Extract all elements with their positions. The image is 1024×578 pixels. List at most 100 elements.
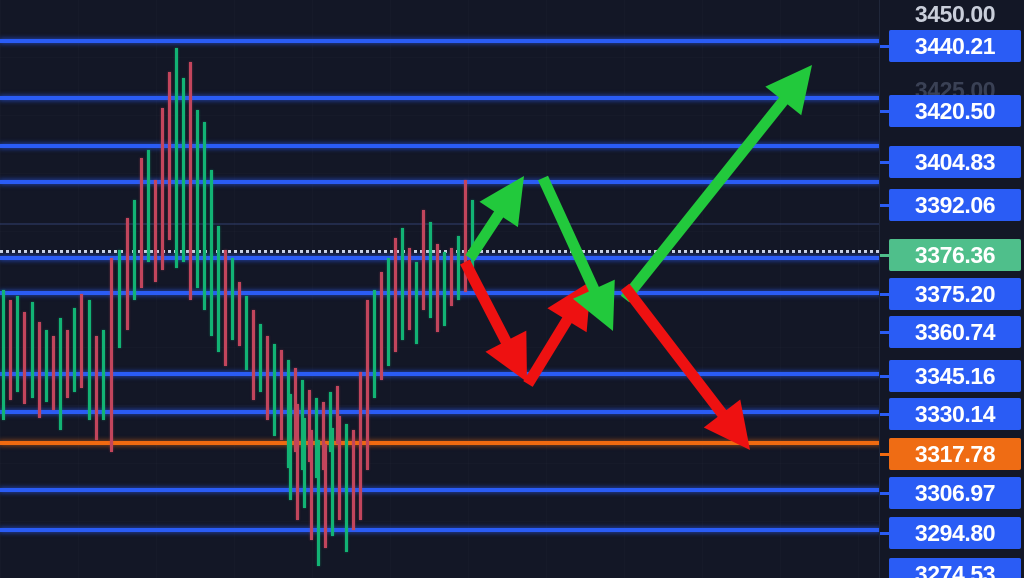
candlestick-bar [338,416,341,520]
candlestick-bar [310,430,313,540]
candlestick-bar [38,322,41,418]
candlestick-bar [196,110,199,288]
candlestick-bar [133,200,136,300]
price-tick-mark [880,254,889,257]
arrow-shaft [465,206,507,262]
candlestick-bar [415,262,418,344]
price-tag[interactable]: 3306.97 [889,477,1021,509]
price-tag[interactable]: 3440.21 [889,30,1021,62]
candlestick-bar [231,258,234,340]
bullish-arrow-3[interactable] [620,65,812,303]
candlestick-bar [102,330,105,420]
candlestick-bar [387,258,390,366]
candlestick-bar [287,360,290,468]
chart-plot-area[interactable] [0,0,880,578]
candlestick-bar [189,62,192,300]
candlestick-bar [401,228,404,340]
candlestick-bar [175,48,178,268]
candlestick-bar [450,248,453,306]
bearish-arrow-1[interactable] [460,259,527,382]
candlestick-bar [9,300,12,400]
price-tick-mark [880,413,889,416]
candlestick-bar [345,424,348,552]
candlestick-bar [259,324,262,392]
candlestick-bar [73,308,76,392]
candlestick-bar [59,318,62,430]
candlestick-bar [308,390,311,462]
candlestick-bar [16,296,19,392]
candlestick-bar [322,402,325,470]
arrow-head [703,399,750,450]
price-tag[interactable]: 3376.36 [889,239,1021,271]
candlestick-bar [118,250,121,348]
arrow-head [572,279,615,331]
arrow-shaft [620,92,792,303]
price-tick-mark [880,532,889,535]
candlestick-bar [280,350,283,440]
candlestick-bar [80,294,83,388]
price-tag[interactable]: 3274.53 [889,558,1021,578]
candlestick-bar [23,312,26,404]
candlestick-bar [329,392,332,452]
candlestick-bar [394,238,397,352]
price-tag[interactable]: 3375.20 [889,278,1021,310]
candlestick-bar [168,72,171,240]
candlestick-bar [366,300,369,470]
candlestick-bar [203,122,206,310]
candlestick-bar [238,282,241,346]
candlestick-bar [273,344,276,436]
price-tag[interactable]: 3420.50 [889,95,1021,127]
arrow-head [765,65,812,116]
candlestick-bar [52,336,55,410]
price-tag[interactable]: 3450.00 [914,1,996,27]
price-tag[interactable]: 3392.06 [889,189,1021,221]
bullish-arrow-1[interactable] [465,176,524,262]
candlestick-bar [252,310,255,400]
arrow-head [485,330,527,382]
candlestick-bar [317,440,320,566]
price-tick-mark [880,492,889,495]
arrow-shaft [620,283,731,422]
candlestick-bar [443,252,446,326]
price-tag[interactable]: 3330.14 [889,398,1021,430]
price-tick-mark [880,453,889,456]
price-tag[interactable]: 3404.83 [889,146,1021,178]
candlestick-bar [88,300,91,420]
arrow-head [547,281,591,333]
price-scale-axis[interactable]: 3450.00 3440.21 3425.00 3420.50 3404.83 3392.… [879,0,1024,578]
candlestick-bar [224,250,227,366]
candlestick-bar [66,330,69,398]
candlestick-bar [147,150,150,262]
candlestick-bar [331,428,334,536]
candlestick-bar [359,372,362,520]
candlestick-bar [464,180,467,292]
price-tag[interactable]: 3360.74 [889,316,1021,348]
candlestick-bar [301,380,304,470]
price-tick-mark [880,110,889,113]
candlestick-bar [373,290,376,398]
candlestick-bar [294,368,297,452]
bearish-arrow-2[interactable] [523,281,591,387]
candlestick-series [2,48,474,566]
candlestick-bar [161,108,164,270]
price-tick-mark [880,293,889,296]
candlestick-bar [140,158,143,288]
price-tag[interactable]: 3317.78 [889,438,1021,470]
candlestick-bar [422,210,425,310]
candlestick-bar [245,296,248,370]
price-tag[interactable]: 3294.80 [889,517,1021,549]
arrow-annotations [460,65,812,450]
candlestick-bar [336,386,339,444]
candlestick-bar [126,218,129,330]
candlestick-bar [471,200,474,284]
candlestick-bar [31,302,34,398]
bullish-arrow-2[interactable] [537,175,615,331]
arrow-shaft [537,175,602,297]
bearish-arrow-3[interactable] [620,283,750,450]
candlestick-bar [380,272,383,380]
candlestick-bar [324,444,327,548]
price-tick-mark [880,375,889,378]
price-tick-mark [880,45,889,48]
price-tag[interactable]: 3345.16 [889,360,1021,392]
